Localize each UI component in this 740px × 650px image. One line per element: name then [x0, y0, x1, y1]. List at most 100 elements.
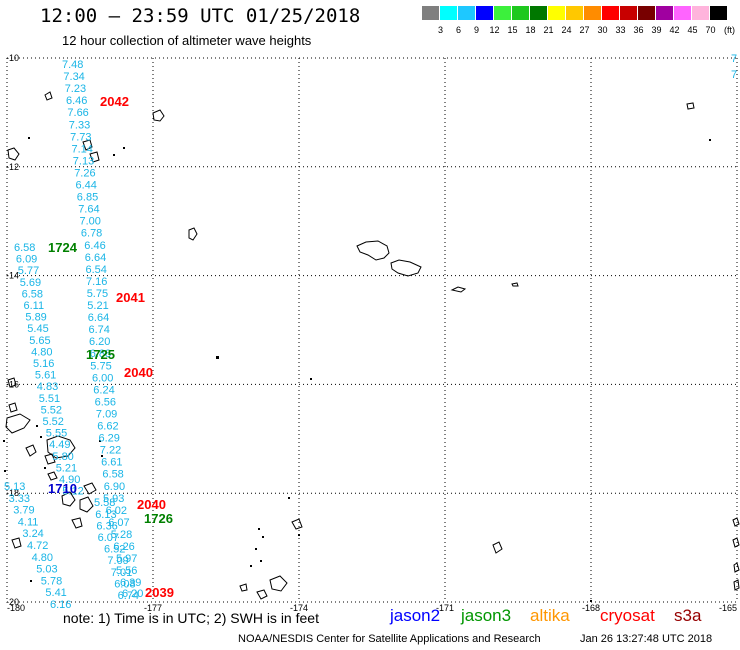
wave-height-value: 4.11: [18, 516, 39, 528]
wave-height-value: 7.13: [73, 155, 94, 167]
legend-label: 21: [543, 25, 554, 35]
legend-swatch: [656, 6, 673, 20]
wave-height-value: 5.28: [111, 529, 132, 541]
longitude-label: -171: [436, 603, 454, 613]
island-l: [44, 453, 56, 465]
wave-height-value: 5.80: [52, 451, 73, 463]
pass-label-jason3: 1724: [48, 240, 78, 255]
wave-height-value: 4.72: [27, 540, 48, 552]
island-tutuila: [450, 286, 467, 293]
longitude-label: -174: [290, 603, 308, 613]
legend-label: 39: [651, 25, 662, 35]
legend-label: 27: [579, 25, 590, 35]
wave-height-value: 6.64: [88, 312, 109, 324]
legend-label: 9: [473, 25, 479, 35]
island-aa: [732, 537, 740, 548]
wave-height-value: 4.83: [37, 381, 58, 393]
longitude-label: -168: [582, 603, 600, 613]
longitude-label: -180: [7, 603, 25, 613]
wave-height-value: 5.77: [18, 265, 39, 277]
island-m: [47, 471, 58, 481]
legend-label: 45: [687, 25, 698, 35]
legend-label: 33: [615, 25, 626, 35]
wave-height-value: 6.02: [106, 505, 127, 517]
legend-label: 18: [525, 25, 536, 35]
pass-label-cryosat: 2042: [100, 94, 129, 109]
wave-height-value: 6.64: [85, 252, 106, 264]
chart-title: 12:00 – 23:59 UTC 01/25/2018: [40, 5, 361, 27]
chart-subtitle: 12 hour collection of altimeter wave hei…: [62, 33, 312, 48]
wave-height-value: 7.09: [96, 409, 117, 421]
wave-height-value: 5.16: [33, 358, 54, 370]
wave-height-value: 5.03: [36, 564, 57, 576]
wave-height-value: 5.51: [39, 393, 60, 405]
legend-label: 3: [437, 25, 443, 35]
wave-height-value: 7.66: [67, 107, 88, 119]
latitude-label: -12: [6, 162, 19, 172]
wave-height-value: 6.74: [89, 324, 110, 336]
wave-height-value: 5.61: [35, 370, 56, 382]
edge-values: 77: [731, 53, 737, 81]
legend-swatch: [566, 6, 583, 20]
legend-swatch: [458, 6, 475, 20]
wave-height-value: 5.12: [62, 486, 83, 498]
wave-height-value: 3.24: [22, 528, 43, 540]
wave-height-value: 7.16: [86, 276, 107, 288]
wave-height-value: 6.54: [86, 264, 107, 276]
wave-height-value: 4.80: [32, 552, 53, 564]
wave-height-value: 6.00: [92, 372, 113, 384]
wave-height-value: 6.74: [118, 590, 139, 602]
island-p: [71, 517, 83, 529]
legend-swatch: [584, 6, 601, 20]
wave-height-value: 6.90: [104, 481, 125, 493]
wave-height-value: 6.07: [98, 532, 119, 544]
wave-height-value: 7.64: [78, 204, 99, 216]
units-note: note: 1) Time is in UTC; 2) SWH is in fe…: [63, 610, 319, 626]
island-r: [83, 482, 97, 495]
wave-height-value: 6.46: [84, 240, 105, 252]
island-dots: [3, 137, 711, 602]
wave-height-value: 6.11: [24, 300, 45, 312]
island-f: [7, 147, 20, 161]
legend-swatch: [620, 6, 637, 20]
wave-height-value: 7.23: [65, 83, 86, 95]
wave-height-value: 5.97: [116, 553, 137, 565]
edge-value: 7: [731, 69, 737, 81]
island-a: [188, 227, 198, 241]
wave-height-value: 6.85: [77, 192, 98, 204]
wave-height-value: 6.46: [66, 95, 87, 107]
wave-height-values: 7.487.347.236.467.667.337.737.147.137.26…: [4, 59, 143, 611]
wave-height-value: 5.56: [116, 565, 137, 577]
satellite-altika: altika: [530, 606, 570, 625]
wave-height-value: 5.93: [103, 493, 124, 505]
satellite-cryosat: cryosat: [600, 606, 655, 625]
wave-height-value: 6.07: [108, 517, 129, 529]
pass-label-cryosat: 2041: [116, 290, 145, 305]
legend-unit: (ft): [724, 25, 735, 35]
wave-height-value: 5.65: [29, 335, 50, 347]
wave-height-value: 4.90: [59, 474, 80, 486]
wave-height-value: 6.24: [93, 384, 114, 396]
wave-height-value: 6.29: [99, 433, 120, 445]
wave-height-value: 4.49: [49, 439, 70, 451]
wave-height-value: 6.58: [102, 469, 123, 481]
island-savaii: [390, 259, 422, 277]
legend-swatch: [602, 6, 619, 20]
wave-height-value: 5.89: [25, 312, 46, 324]
legend-swatch: [440, 6, 457, 20]
wave-height-value: 7.00: [80, 216, 101, 228]
wave-height-value: 6.52: [104, 544, 125, 556]
generated-timestamp: Jan 26 13:27:48 UTC 2018: [580, 633, 713, 645]
island-h: [5, 413, 31, 434]
wave-height-value: 4.80: [31, 346, 52, 358]
island-c: [44, 91, 53, 101]
pass-label-jason3: 1726: [144, 511, 173, 526]
wave-height-value: 6.08: [114, 578, 135, 590]
legend-label: 36: [633, 25, 644, 35]
wave-height-value: 6.13: [95, 509, 116, 521]
wave-height-value: 6.88: [90, 348, 111, 360]
wave-height-value: 5.69: [20, 277, 41, 289]
pass-label-cryosat: 2040: [137, 497, 166, 512]
wave-height-value: 7.26: [74, 167, 95, 179]
